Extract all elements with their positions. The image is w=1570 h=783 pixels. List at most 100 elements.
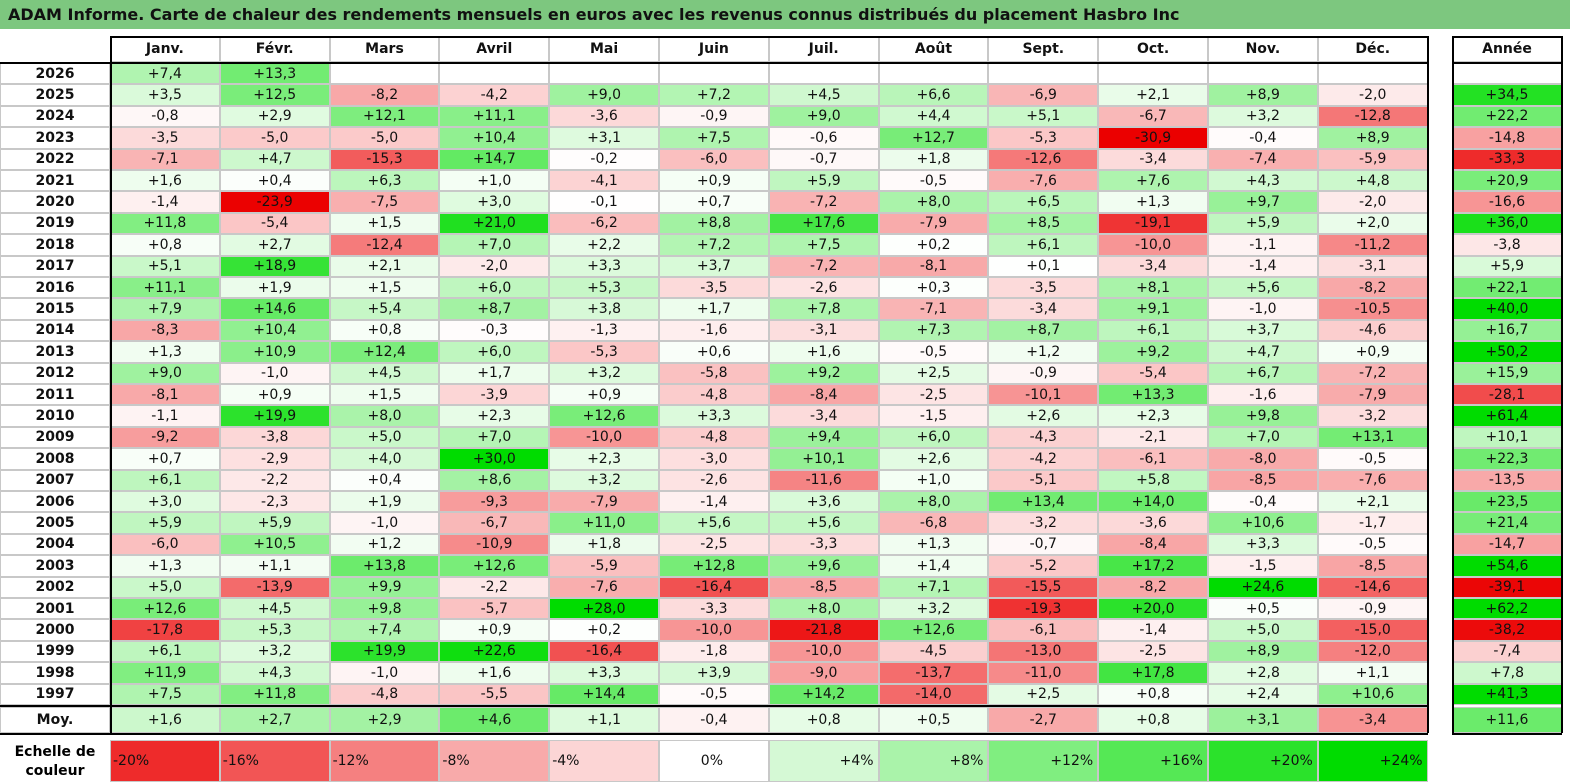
heat-cell: -15,5 xyxy=(988,576,1099,598)
heat-cell: -8,5 xyxy=(1317,555,1428,577)
heat-cell: +2,5 xyxy=(988,683,1099,705)
annual-cell: +61,4 xyxy=(1452,405,1562,427)
heat-cell: +8,9 xyxy=(1208,84,1318,106)
heat-cell: +5,1 xyxy=(110,255,220,277)
year-label: 2004 xyxy=(0,533,110,556)
heat-cell: -1,4 xyxy=(659,491,769,513)
annual-cell: +7,8 xyxy=(1452,662,1562,684)
heat-cell: +2,1 xyxy=(1317,491,1428,513)
heat-cell: +1,0 xyxy=(439,170,550,192)
heat-cell: +0,6 xyxy=(659,341,769,363)
heat-cell: -30,9 xyxy=(1098,127,1208,149)
annual-cell: -13,5 xyxy=(1452,469,1562,491)
year-label: 2008 xyxy=(0,448,110,470)
heat-cell: -3,4 xyxy=(768,405,879,427)
heat-cell: +5,9 xyxy=(1208,212,1318,235)
annual-cell: +50,2 xyxy=(1452,341,1562,363)
average-cell: +2,9 xyxy=(329,707,440,733)
heat-cell: -3,5 xyxy=(659,277,769,299)
heat-cell: -3,2 xyxy=(1317,405,1428,427)
heat-cell: +7,3 xyxy=(878,319,989,342)
heat-cell: +11,1 xyxy=(439,105,550,128)
heat-cell: -0,5 xyxy=(878,170,989,192)
heat-cell: +11,0 xyxy=(549,512,659,534)
heat-cell: +3,3 xyxy=(549,662,659,684)
heat-cell: -10,0 xyxy=(659,619,769,641)
border-left xyxy=(110,36,112,733)
heat-cell: -7,2 xyxy=(768,191,879,213)
annual-cell: +22,1 xyxy=(1452,277,1562,299)
heat-cell: +8,9 xyxy=(1208,640,1318,663)
heat-cell: -0,7 xyxy=(988,533,1099,556)
heat-cell: +0,8 xyxy=(1098,683,1208,705)
heat-cell: -8,2 xyxy=(329,84,440,106)
month-header: Sept. xyxy=(988,36,1099,62)
heat-cell: -3,5 xyxy=(110,127,220,149)
heat-cell: -1,7 xyxy=(1317,512,1428,534)
heat-cell: -2,3 xyxy=(219,491,330,513)
annual-cell: +34,5 xyxy=(1452,84,1562,106)
year-label: 2024 xyxy=(0,105,110,128)
month-header: Mars xyxy=(329,36,440,62)
heat-cell: -0,4 xyxy=(1208,491,1318,513)
heat-cell: -7,9 xyxy=(1317,384,1428,406)
heat-cell: +0,3 xyxy=(878,277,989,299)
heat-cell: +14,7 xyxy=(439,148,550,170)
year-label: 1997 xyxy=(0,683,110,705)
annual-cell: -39,1 xyxy=(1452,576,1562,598)
heat-cell: -2,5 xyxy=(659,533,769,556)
heat-cell: -0,3 xyxy=(439,319,550,342)
heat-cell: -6,0 xyxy=(659,148,769,170)
chart-title: ADAM Informe. Carte de chaleur des rende… xyxy=(0,0,1570,29)
heat-cell: -11,2 xyxy=(1317,234,1428,256)
heat-cell: +6,0 xyxy=(439,277,550,299)
heat-cell: -4,8 xyxy=(659,384,769,406)
heat-cell: -1,1 xyxy=(110,405,220,427)
heat-cell: -8,5 xyxy=(1208,469,1318,491)
heat-cell: +0,9 xyxy=(1317,341,1428,363)
heat-cell: -7,2 xyxy=(768,255,879,277)
heat-cell: +9,7 xyxy=(1208,191,1318,213)
heat-cell: -16,4 xyxy=(549,640,659,663)
heat-cell: -2,6 xyxy=(659,469,769,491)
heat-cell: -12,6 xyxy=(988,148,1099,170)
heat-cell: +12,6 xyxy=(549,405,659,427)
heat-cell xyxy=(659,63,769,85)
heat-cell: -0,8 xyxy=(110,105,220,128)
year-label: 2001 xyxy=(0,598,110,620)
heat-cell: +17,6 xyxy=(768,212,879,235)
heat-cell: +12,6 xyxy=(878,619,989,641)
heat-cell: +1,5 xyxy=(329,384,440,406)
year-label: 2012 xyxy=(0,362,110,384)
heat-cell: +11,9 xyxy=(110,662,220,684)
heat-cell: +5,9 xyxy=(219,512,330,534)
heat-cell: +13,1 xyxy=(1317,426,1428,449)
annual-border-bottom xyxy=(1452,733,1562,735)
heat-cell: -1,6 xyxy=(659,319,769,342)
heat-cell: +5,4 xyxy=(329,298,440,320)
heat-cell: -12,8 xyxy=(1317,105,1428,128)
heat-cell: -3,4 xyxy=(1098,255,1208,277)
heat-cell: +12,6 xyxy=(110,598,220,620)
average-annual-cell: +11,6 xyxy=(1452,707,1562,733)
heat-cell: -0,5 xyxy=(1317,533,1428,556)
heat-cell: -2,2 xyxy=(439,576,550,598)
heat-cell: +2,0 xyxy=(1317,212,1428,235)
heat-cell: +5,3 xyxy=(219,619,330,641)
year-label: 2002 xyxy=(0,576,110,598)
legend-swatch: +24% xyxy=(1317,740,1428,782)
heat-cell: -1,0 xyxy=(329,662,440,684)
heat-cell: +2,3 xyxy=(549,448,659,470)
heat-cell: +0,4 xyxy=(219,170,330,192)
heat-cell: -9,3 xyxy=(439,491,550,513)
heat-cell: +20,0 xyxy=(1098,598,1208,620)
heat-cell: +2,9 xyxy=(219,105,330,128)
heat-cell: +2,5 xyxy=(878,362,989,384)
heat-cell: +3,8 xyxy=(549,298,659,320)
heat-cell: +8,0 xyxy=(329,405,440,427)
heat-cell: -4,8 xyxy=(659,426,769,449)
heat-cell xyxy=(1208,63,1318,85)
legend-title: Echelle de couleur xyxy=(14,743,96,779)
legend-swatch: -16% xyxy=(219,740,330,782)
annual-cell: -14,7 xyxy=(1452,533,1562,556)
